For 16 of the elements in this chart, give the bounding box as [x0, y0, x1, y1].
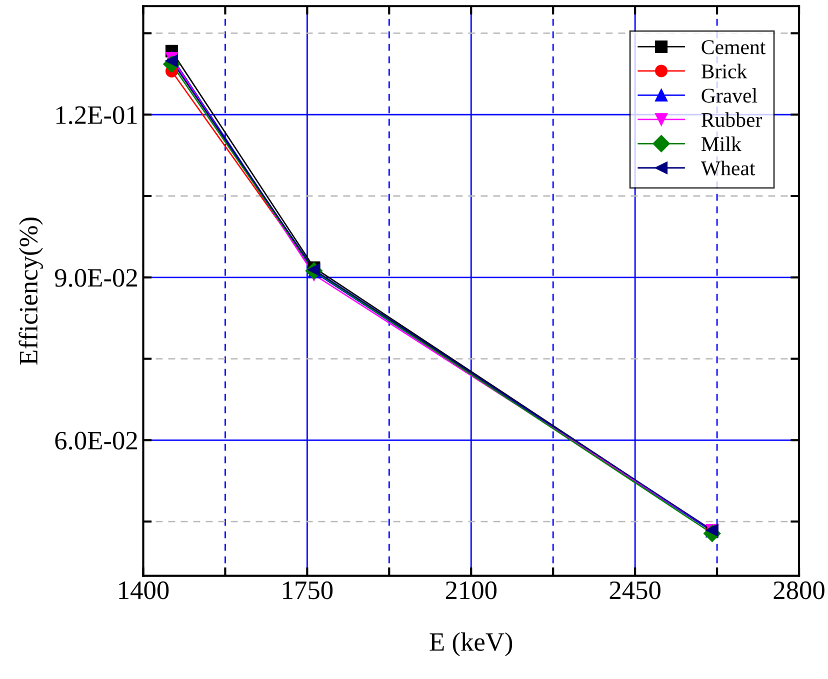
x-tick-label: 1750	[283, 581, 333, 600]
legend-label: Gravel	[702, 88, 758, 103]
legend-label: Rubber	[701, 112, 762, 127]
x-axis-title: E (keV)	[430, 632, 512, 656]
x-tick-label: 2450	[610, 581, 660, 600]
y-tick-label: 1.2E-01	[56, 106, 137, 124]
x-tick-label: 1400	[119, 581, 169, 600]
x-tick-label: 2100	[446, 581, 497, 600]
y-tick-label: 9.0E-02	[54, 268, 137, 287]
legend-label: Brick	[701, 64, 748, 78]
legend-label: Wheat	[700, 160, 756, 176]
legend-label: Milk	[701, 136, 742, 151]
y-tick-label: 6.0E-02	[55, 432, 137, 450]
legend-label: Cement	[702, 40, 766, 54]
y-axis-title: Efficiency(%)	[18, 218, 43, 365]
x-tick-label: 2800	[774, 581, 824, 600]
